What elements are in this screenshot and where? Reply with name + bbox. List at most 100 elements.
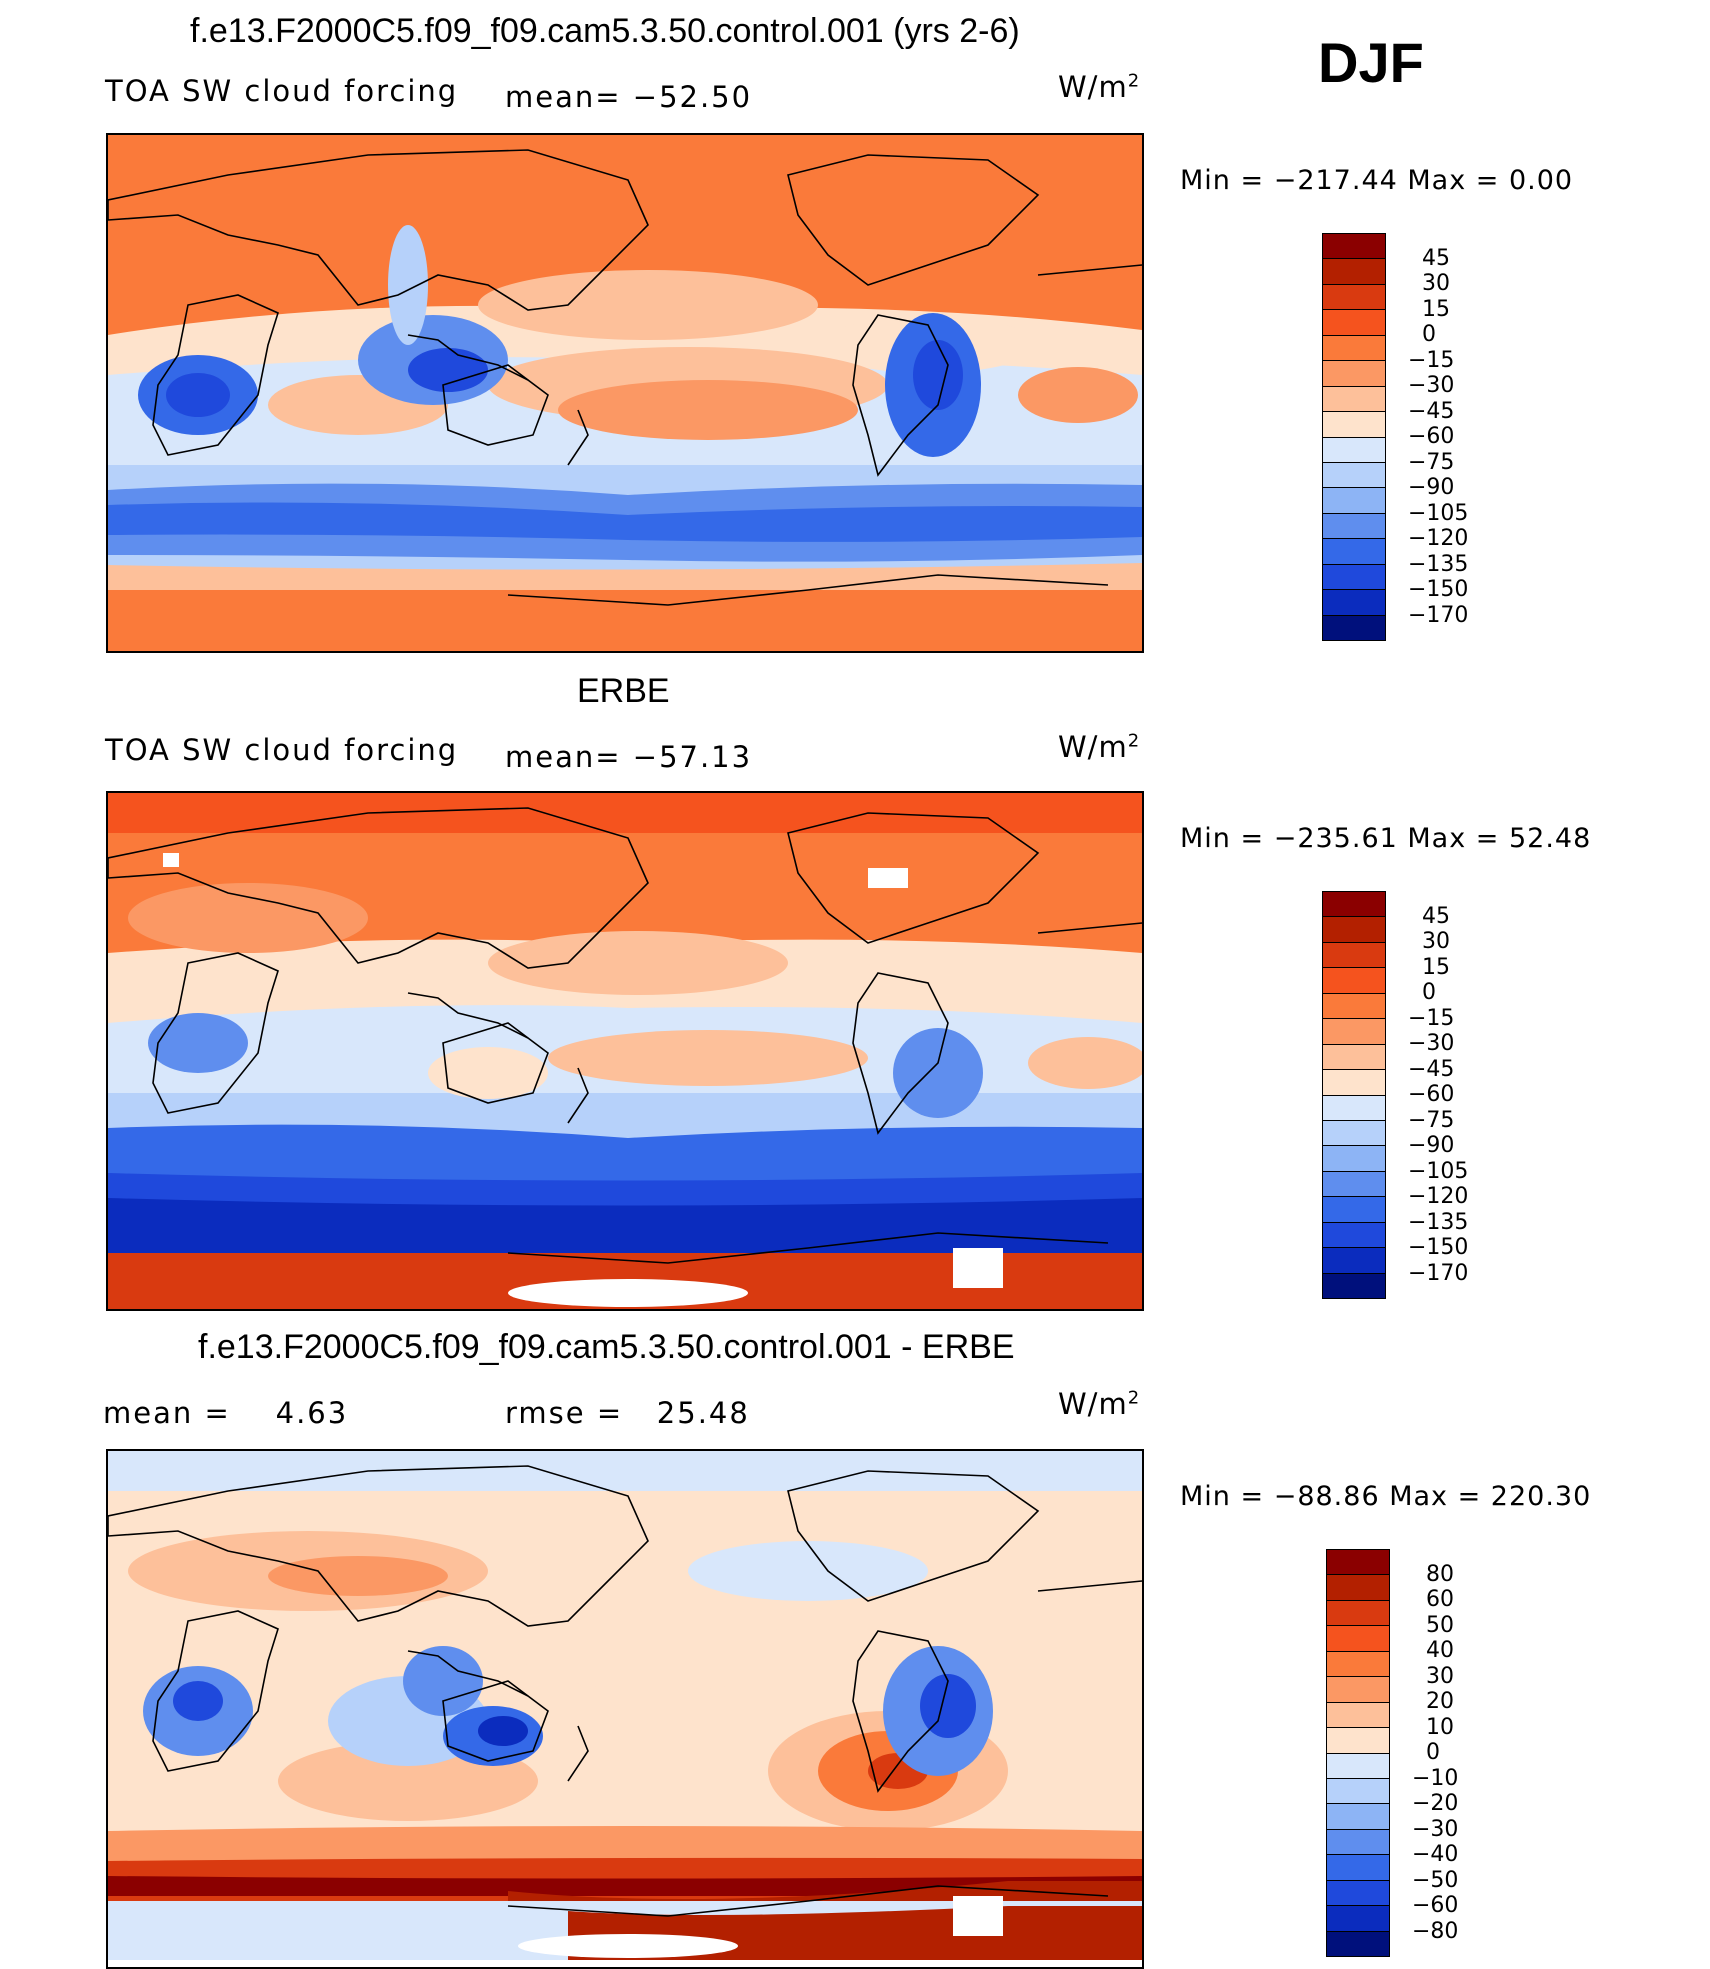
- colorbar-tick-label: 15: [1422, 954, 1450, 980]
- panel1-units: W/m2: [1058, 70, 1141, 104]
- colorbar-segment: [1323, 564, 1385, 591]
- panel1-mean: mean= −52.50: [505, 80, 753, 114]
- colorbar-segment: [1327, 1550, 1389, 1576]
- colorbar-segment: [1323, 284, 1385, 311]
- panel1-map: [106, 133, 1144, 653]
- colorbar-tick-label: −40: [1412, 1842, 1459, 1867]
- colorbar-segment: [1323, 1044, 1385, 1071]
- colorbar-segment: [1323, 1120, 1385, 1147]
- colorbar-tick-label: 10: [1426, 1714, 1454, 1740]
- colorbar-segment: [1323, 234, 1385, 260]
- colorbar-segment: [1323, 1273, 1385, 1298]
- colorbar-tick-label: 50: [1426, 1612, 1454, 1638]
- colorbar-segment: [1323, 412, 1385, 438]
- colorbar-segment: [1327, 1626, 1389, 1652]
- colorbar-segment: [1323, 993, 1385, 1020]
- colorbar-tick-label: 0: [1422, 322, 1436, 347]
- panel3-minmax: Min = −88.86 Max = 220.30: [1180, 1481, 1592, 1512]
- panel1-field-plot: [108, 135, 1142, 651]
- colorbar-segment: [1323, 259, 1385, 285]
- panel3-field-plot: [108, 1451, 1142, 1960]
- colorbar-tick-label: −45: [1408, 398, 1455, 424]
- colorbar-segment: [1327, 1600, 1389, 1627]
- colorbar-segment: [1323, 1019, 1385, 1045]
- panel1-title: f.e13.F2000C5.f09_f09.cam5.3.50.control.…: [190, 12, 1020, 50]
- panel1-field-label: TOA SW cloud forcing: [105, 74, 459, 108]
- colorbar-segment: [1327, 1880, 1389, 1907]
- colorbar-segment: [1327, 1804, 1389, 1830]
- colorbar-tick-label: −170: [1408, 1260, 1469, 1286]
- colorbar-tick-label: 20: [1426, 1689, 1454, 1714]
- colorbar-tick-label: −60: [1408, 424, 1455, 449]
- colorbar-segment: [1323, 310, 1385, 336]
- colorbar-segment: [1323, 615, 1385, 640]
- colorbar-tick-label: −90: [1408, 475, 1455, 500]
- colorbar-segment: [1323, 462, 1385, 489]
- colorbar-tick-label: −120: [1408, 1184, 1469, 1209]
- colorbar-segment: [1323, 917, 1385, 943]
- colorbar-segment: [1327, 1906, 1389, 1932]
- colorbar-segment: [1323, 488, 1385, 514]
- colorbar-segment: [1327, 1677, 1389, 1703]
- colorbar-tick-label: 30: [1426, 1663, 1454, 1689]
- colorbar-segment: [1323, 361, 1385, 387]
- colorbar-segment: [1323, 892, 1385, 918]
- colorbar-tick-label: −150: [1408, 1235, 1469, 1260]
- colorbar-segment: [1327, 1702, 1389, 1729]
- colorbar-segment: [1323, 1171, 1385, 1198]
- colorbar-tick-label: −45: [1408, 1056, 1455, 1082]
- colorbar-segment: [1323, 335, 1385, 362]
- colorbar-segment: [1323, 1248, 1385, 1274]
- season-label: DJF: [1318, 31, 1424, 94]
- colorbar-segment: [1323, 1095, 1385, 1121]
- panel2-title: ERBE: [577, 672, 670, 710]
- colorbar-tick-label: −105: [1408, 500, 1469, 526]
- panel3-map: [106, 1449, 1144, 1969]
- colorbar-segment: [1323, 590, 1385, 616]
- colorbar-tick-label: −15: [1408, 347, 1455, 373]
- panel2-units: W/m2: [1058, 730, 1141, 764]
- colorbar-tick-label: 45: [1422, 903, 1450, 929]
- colorbar-segment: [1323, 437, 1385, 463]
- panel2-minmax: Min = −235.61 Max = 52.48: [1180, 823, 1592, 854]
- colorbar-segment: [1323, 1197, 1385, 1223]
- panel1-minmax: Min = −217.44 Max = 0.00: [1180, 165, 1574, 196]
- colorbar-tick-label: −90: [1408, 1133, 1455, 1158]
- colorbar-segment: [1327, 1931, 1389, 1956]
- panel3-units: W/m2: [1058, 1387, 1141, 1421]
- colorbar-segment: [1327, 1855, 1389, 1881]
- colorbar-segment: [1327, 1651, 1389, 1678]
- panel3-title: f.e13.F2000C5.f09_f09.cam5.3.50.control.…: [198, 1328, 1015, 1366]
- panel2-field-label: TOA SW cloud forcing: [105, 733, 459, 767]
- colorbar-tick-label: −30: [1408, 373, 1455, 398]
- colorbar-tick-label: 30: [1422, 929, 1450, 954]
- panel3-colorbar: [1326, 1549, 1390, 1957]
- colorbar-tick-label: −60: [1412, 1893, 1459, 1918]
- colorbar-segment: [1327, 1778, 1389, 1805]
- colorbar-segment: [1323, 1222, 1385, 1249]
- colorbar-tick-label: −20: [1412, 1791, 1459, 1816]
- colorbar-segment: [1323, 513, 1385, 540]
- colorbar-tick-label: −75: [1408, 449, 1455, 475]
- colorbar-tick-label: 30: [1422, 271, 1450, 296]
- colorbar-tick-label: −10: [1412, 1765, 1459, 1791]
- colorbar-tick-label: 0: [1422, 980, 1436, 1005]
- colorbar-tick-label: −50: [1412, 1867, 1459, 1893]
- panel2-field-plot: [108, 793, 1142, 1309]
- colorbar-tick-label: −30: [1408, 1031, 1455, 1056]
- colorbar-segment: [1323, 386, 1385, 413]
- colorbar-segment: [1327, 1728, 1389, 1754]
- panel3-mean: mean = 4.63: [103, 1396, 349, 1430]
- colorbar-segment: [1323, 1146, 1385, 1172]
- colorbar-segment: [1327, 1575, 1389, 1601]
- panel3-rmse: rmse = 25.48: [505, 1396, 750, 1430]
- colorbar-tick-label: −135: [1408, 551, 1469, 577]
- colorbar-tick-label: −150: [1408, 577, 1469, 602]
- colorbar-segment: [1327, 1753, 1389, 1779]
- colorbar-tick-label: −60: [1408, 1082, 1455, 1107]
- colorbar-segment: [1327, 1829, 1389, 1856]
- panel2-map: [106, 791, 1144, 1311]
- colorbar-segment: [1323, 968, 1385, 994]
- colorbar-segment: [1323, 942, 1385, 969]
- colorbar-tick-label: 0: [1426, 1740, 1440, 1765]
